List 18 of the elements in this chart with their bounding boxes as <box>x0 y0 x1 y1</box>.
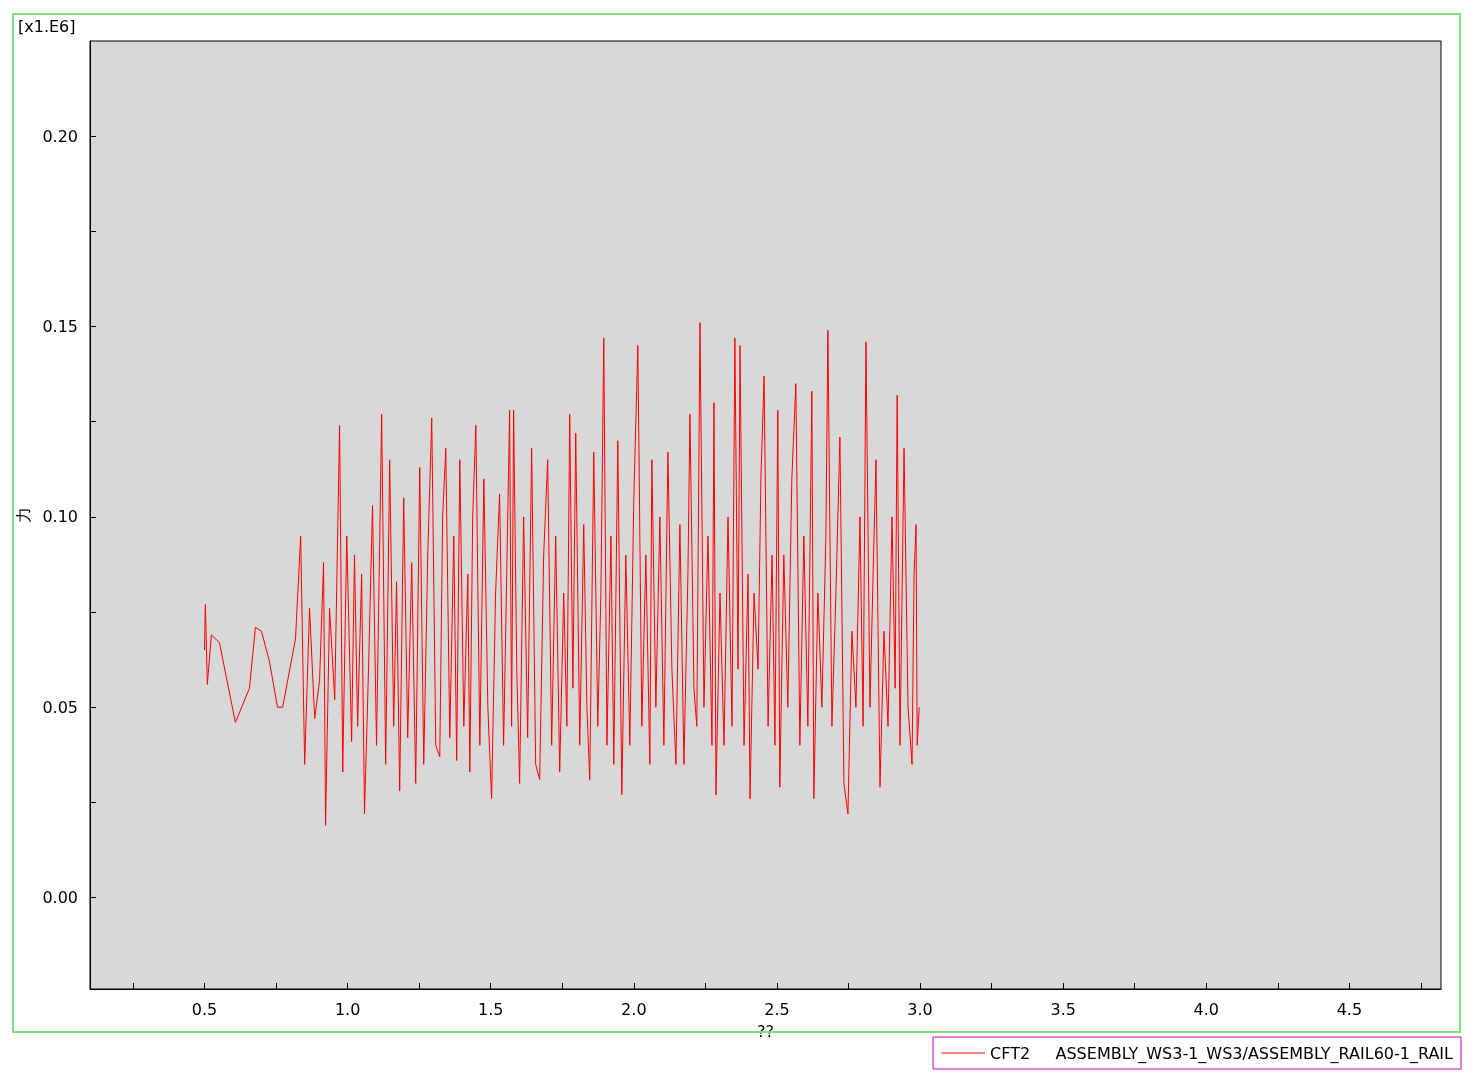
x-tick-label: 2.0 <box>621 999 647 1019</box>
line-series <box>203 322 920 826</box>
y-axis-title: 力 <box>13 507 33 523</box>
x-tick-label: 2.5 <box>764 999 790 1019</box>
y-tick-label: 0.15 <box>42 317 78 337</box>
legend-label: CFT2 ASSEMBLY_WS3-1_WS3/ASSEMBLY_RAIL60-1_RAIL <box>990 1043 1454 1064</box>
x-tick-label: 4.5 <box>1336 999 1363 1019</box>
x-tick-label: 0.5 <box>191 999 218 1019</box>
y-tick-label: 0.10 <box>42 507 78 527</box>
x-tick-label: 1.0 <box>334 999 361 1019</box>
x-tick-label: 3.0 <box>907 999 933 1019</box>
text: [x1.E6] <box>18 16 76 36</box>
x-tick-label: 4.0 <box>1193 999 1220 1019</box>
y-tick-label: 0.05 <box>42 697 78 717</box>
y-tick-label: 0.20 <box>42 126 78 146</box>
x-tick-label: 3.5 <box>1050 999 1076 1019</box>
x-tick-label: 1.5 <box>477 999 504 1019</box>
y-tick-label: 0.00 <box>42 888 78 908</box>
